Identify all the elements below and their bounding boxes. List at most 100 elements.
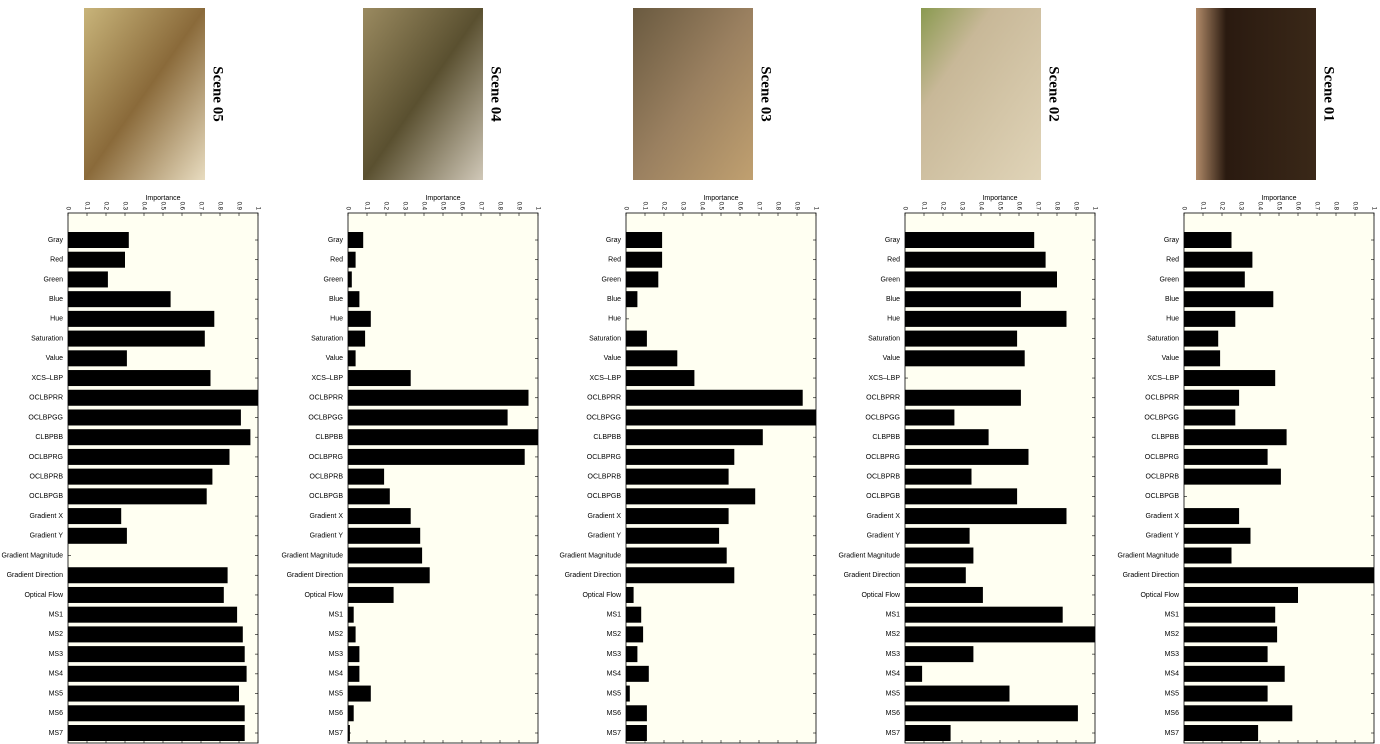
y-tick-label: MS6: [886, 710, 901, 717]
bar: [348, 370, 411, 387]
bar: [348, 429, 538, 446]
x-tick-label: 0.2: [660, 202, 666, 211]
y-tick-label: Saturation: [589, 335, 621, 342]
y-tick-label: OCLBPGG: [1144, 414, 1179, 421]
x-tick-label: 0.8: [774, 202, 780, 211]
x-tick-label: 0.6: [1294, 202, 1300, 211]
bar: [905, 547, 974, 564]
y-tick-label: Value: [604, 355, 621, 362]
x-tick-label: 1: [812, 207, 818, 211]
bar: [68, 606, 238, 623]
y-tick-label: OCLBPGB: [309, 493, 343, 500]
y-tick-label: Saturation: [31, 335, 63, 342]
y-tick-label: Gradient Magnitude: [839, 552, 901, 559]
bar: [1184, 508, 1240, 525]
bar: [626, 232, 663, 248]
bar: [1184, 251, 1253, 268]
y-tick-label: Value: [1162, 355, 1179, 362]
bar: [905, 508, 1067, 525]
x-tick-label: 0.3: [121, 202, 127, 211]
bar: [348, 330, 366, 347]
y-tick-label: OCLBPRR: [866, 395, 900, 402]
y-tick-label: Gradient Y: [588, 533, 622, 540]
x-axis-title: Importance: [1261, 195, 1296, 202]
x-tick-label: 0.1: [920, 202, 926, 211]
bar: [626, 586, 634, 603]
x-axis-title: Importance: [703, 195, 738, 202]
y-tick-label: Gradient Direction: [844, 572, 901, 579]
scene-photo: [363, 8, 483, 180]
x-tick-label: 0.7: [477, 202, 483, 211]
y-tick-label: MS4: [1165, 671, 1180, 678]
y-tick-label: Saturation: [1147, 335, 1179, 342]
x-tick-label: 0.5: [439, 202, 445, 211]
bar: [626, 646, 638, 663]
bar: [626, 251, 663, 268]
bar: [68, 310, 215, 327]
bar: [348, 508, 411, 525]
bar: [68, 508, 122, 525]
y-tick-label: Gray: [48, 237, 64, 244]
x-tick-label: 0.9: [1072, 202, 1078, 211]
x-tick-label: 0.4: [1256, 202, 1262, 211]
bar: [905, 232, 1035, 248]
x-tick-label: 0.6: [736, 202, 742, 211]
y-tick-label: XCS–LBP: [311, 375, 343, 382]
x-tick-label: 0.7: [1034, 202, 1040, 211]
x-tick-label: 0.2: [382, 202, 388, 211]
y-tick-label: MS1: [49, 612, 64, 619]
chart-title: Scene 01: [1321, 66, 1337, 121]
bar: [1184, 527, 1251, 544]
y-tick-label: MS4: [49, 671, 64, 678]
y-tick-label: Gradient Direction: [7, 572, 64, 579]
x-axis-title: Importance: [145, 195, 180, 202]
y-tick-label: CLBPBB: [315, 434, 343, 441]
y-tick-label: Hue: [1166, 316, 1179, 323]
bar: [348, 586, 394, 603]
y-tick-label: XCS–LBP: [1147, 375, 1179, 382]
bar: [1184, 626, 1278, 643]
bar: [348, 725, 350, 741]
bar: [905, 291, 1021, 308]
y-tick-label: MS1: [607, 612, 622, 619]
y-tick-label: MS4: [886, 671, 901, 678]
x-tick-label: 0.3: [958, 202, 964, 211]
y-tick-label: OCLBPRG: [866, 454, 900, 461]
x-tick-label: 0.8: [1053, 202, 1059, 211]
bar: [1184, 310, 1236, 327]
y-tick-label: Optical Flow: [582, 592, 621, 599]
x-tick-label: 0.1: [83, 202, 89, 211]
bar: [905, 448, 1029, 465]
y-tick-label: MS2: [329, 631, 344, 638]
bar: [1184, 409, 1236, 426]
x-tick-label: 0.9: [515, 202, 521, 211]
bar: [626, 725, 647, 741]
y-tick-label: Optical Flow: [861, 592, 900, 599]
bar: [905, 705, 1078, 722]
x-tick-label: 0.9: [793, 202, 799, 211]
bar: [348, 468, 385, 485]
y-tick-label: Gradient Magnitude: [560, 552, 622, 559]
x-tick-label: 0.2: [102, 202, 108, 211]
bar: [68, 567, 228, 584]
y-tick-label: CLBPBB: [1151, 434, 1179, 441]
bar: [905, 468, 972, 485]
y-tick-label: MS3: [886, 651, 901, 658]
bar: [905, 389, 1021, 406]
bar: [1184, 271, 1245, 288]
x-tick-label: 0.3: [1237, 202, 1243, 211]
bar: [348, 567, 430, 584]
x-tick-label: 0.8: [1332, 202, 1338, 211]
bar: [68, 409, 241, 426]
x-tick-label: 0: [1180, 207, 1186, 211]
x-tick-label: 1: [534, 207, 540, 211]
bar: [905, 725, 951, 741]
x-tick-label: 0: [622, 207, 628, 211]
y-tick-label: Hue: [50, 316, 63, 323]
bar: [68, 330, 205, 347]
bar: [68, 389, 258, 406]
y-tick-label: MS3: [329, 651, 344, 658]
x-axis-title: Importance: [425, 195, 460, 202]
